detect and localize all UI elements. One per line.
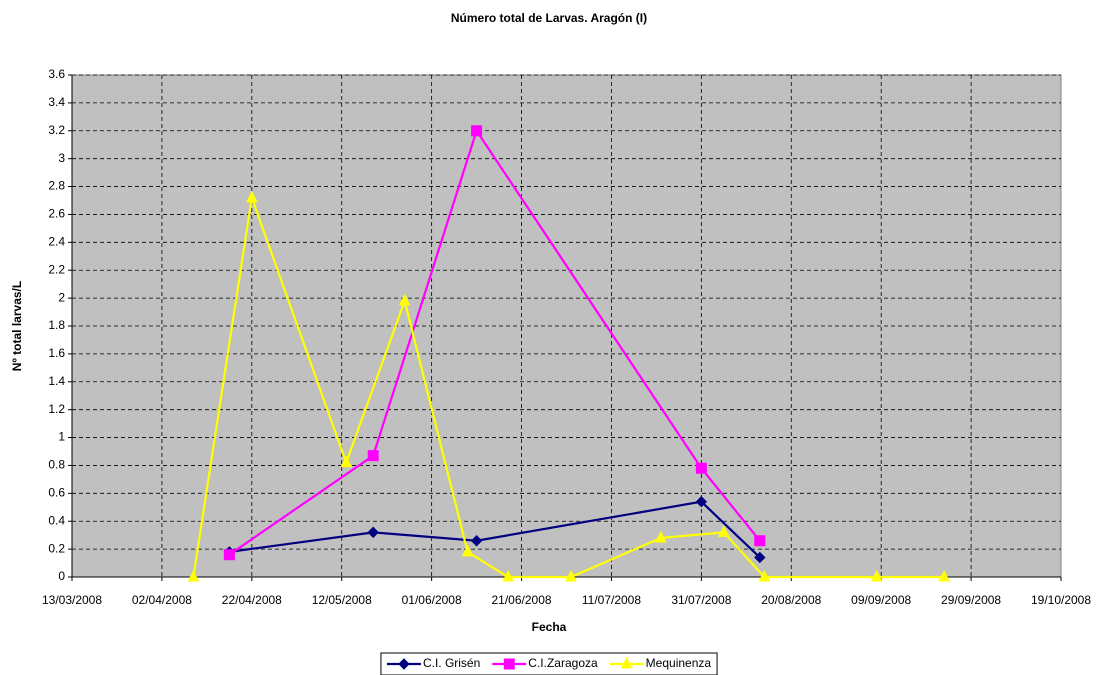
y-tick-label: 1.8 [48, 318, 65, 332]
marker [502, 569, 514, 582]
marker [655, 530, 667, 543]
x-tick-label: 01/06/2008 [402, 593, 462, 607]
marker [938, 569, 950, 582]
x-tick-label: 12/05/2008 [312, 593, 372, 607]
marker [695, 495, 708, 508]
marker [565, 569, 577, 582]
x-tick-label: 20/08/2008 [761, 593, 821, 607]
x-axis-label: Fecha [532, 620, 567, 634]
y-tick-label: 3.6 [48, 67, 65, 81]
marker [503, 658, 515, 670]
y-axis-label: Nº total larvas/L [10, 281, 24, 371]
legend-box [380, 652, 718, 675]
x-tick-label: 02/04/2008 [132, 593, 192, 607]
x-tick-label: 21/06/2008 [492, 593, 552, 607]
marker [754, 551, 766, 564]
marker [620, 656, 633, 669]
marker [471, 125, 483, 137]
series-line [192, 197, 945, 579]
marker [246, 190, 258, 203]
marker [718, 525, 730, 537]
y-tick-label: 0.6 [48, 486, 65, 500]
marker [223, 549, 235, 561]
y-tick-label: 1.6 [48, 346, 65, 360]
legend-item: C.I. Grisén [386, 656, 480, 670]
marker [398, 293, 411, 306]
y-tick-label: 0.4 [48, 513, 65, 527]
y-tick-label: 2.4 [48, 235, 65, 249]
y-tick-label: 3.4 [48, 95, 65, 109]
x-tick-label: 11/07/2008 [582, 593, 641, 607]
y-tick-label: 2 [58, 290, 65, 304]
y-tick-label: 1 [58, 430, 65, 444]
x-tick-label: 13/03/2008 [42, 593, 102, 607]
y-tick-label: 3 [58, 151, 65, 165]
marker [470, 535, 483, 547]
marker [398, 658, 410, 670]
y-tick-label: 0 [58, 569, 65, 583]
legend: C.I. Grisén C.I.Zaragoza Mequinenza [380, 652, 718, 675]
y-tick-label: 0.2 [48, 541, 65, 555]
y-tick-label: 2.8 [48, 179, 65, 193]
y-tick-label: 3.2 [48, 123, 65, 137]
legend-item: C.I.Zaragoza [492, 656, 598, 670]
y-tick-label: 1.4 [48, 374, 65, 388]
x-tick-label: 29/09/2008 [941, 593, 1001, 607]
y-tick-label: 1.2 [48, 402, 65, 416]
marker [695, 462, 707, 474]
marker [367, 450, 379, 462]
marker [187, 569, 200, 582]
marker [461, 544, 474, 557]
marker [758, 569, 771, 582]
marker [754, 535, 766, 547]
y-tick-label: 2.6 [48, 207, 65, 221]
legend-label: Mequinenza [646, 656, 712, 670]
legend-item: Mequinenza [609, 656, 712, 670]
chart-title: Número total de Larvas. Aragón (I) [451, 11, 647, 25]
y-tick-label: 2.2 [48, 262, 65, 276]
x-tick-label: 19/10/2008 [1031, 593, 1091, 607]
legend-label: C.I. Grisén [423, 656, 480, 670]
x-tick-label: 09/09/2008 [851, 593, 911, 607]
marker [340, 455, 353, 468]
marker [870, 569, 883, 582]
x-tick-label: 22/04/2008 [222, 593, 282, 607]
x-tick-label: 31/07/2008 [671, 593, 731, 607]
marker [367, 526, 379, 539]
legend-label: C.I.Zaragoza [528, 656, 598, 670]
y-tick-label: 0.8 [48, 458, 65, 472]
